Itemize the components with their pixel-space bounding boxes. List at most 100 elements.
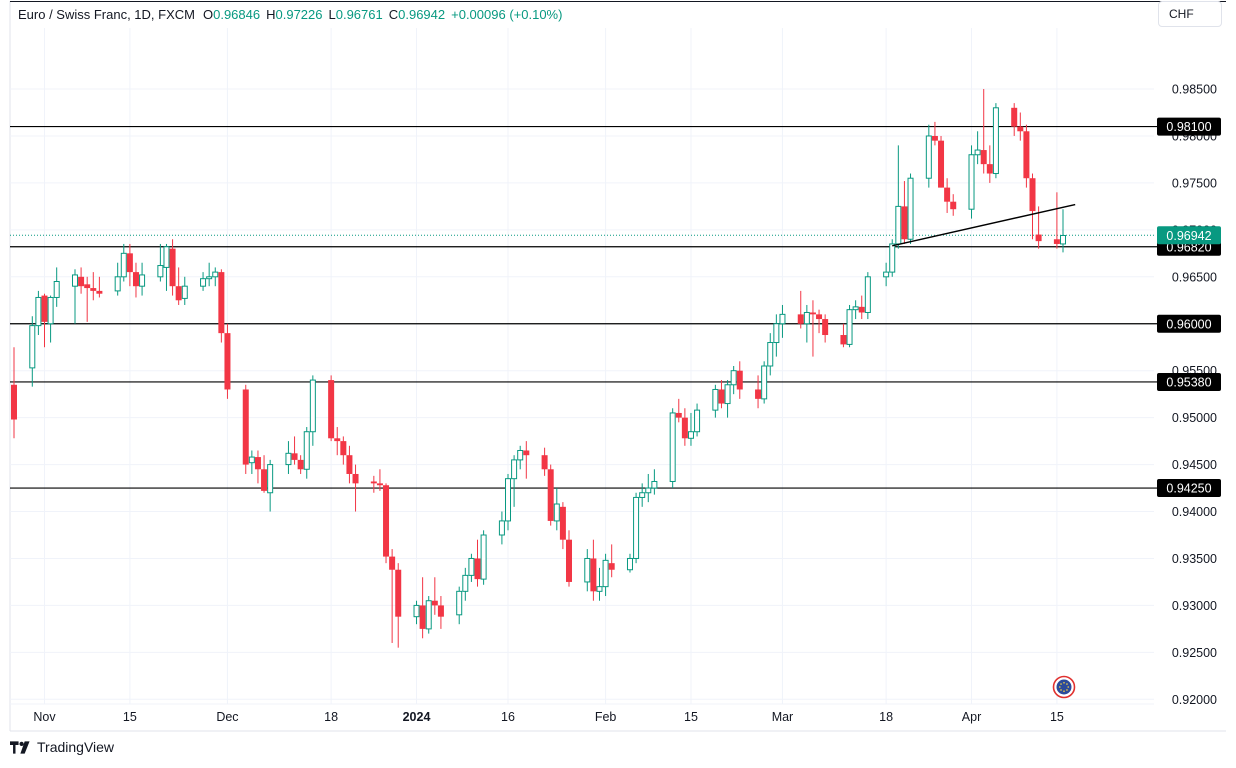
candle-body-down: [822, 319, 829, 336]
candle-body-down: [944, 187, 951, 202]
candle-body-down: [565, 539, 572, 582]
candle-body-down: [395, 569, 402, 617]
candle-body-up: [895, 205, 902, 245]
price-tick-label: 0.93000: [1172, 599, 1217, 613]
candle-body-down: [261, 469, 268, 491]
event-marker-icon[interactable]: [1052, 675, 1076, 699]
candle-body-up: [864, 276, 871, 313]
candle-body-down: [419, 605, 426, 629]
candle-body-down: [950, 201, 957, 210]
price-tick-label: 0.92500: [1172, 646, 1217, 660]
time-tick-label: 18: [324, 710, 338, 724]
candle-body-up: [505, 478, 512, 522]
candle-body-down: [340, 441, 347, 456]
candle-body-down: [431, 600, 438, 606]
candle-body-down: [11, 384, 17, 420]
candle-body-down: [980, 150, 987, 165]
candle-body-up: [468, 557, 475, 576]
time-tick-label: 15: [1050, 710, 1064, 724]
candle-body-down: [797, 314, 804, 324]
candle-body-down: [858, 306, 865, 313]
last-price-badge: [1157, 226, 1221, 245]
candle-body-down: [224, 333, 231, 390]
candle-body-down: [346, 455, 353, 474]
candle-body-up: [925, 135, 932, 179]
candle-body-down: [1023, 131, 1030, 179]
candle-body-up: [139, 274, 146, 287]
candle-body-up: [35, 296, 42, 327]
candle-body-up: [267, 464, 274, 494]
candle-body-up: [413, 604, 420, 618]
close-label: C: [388, 7, 399, 22]
candle-body-up: [883, 271, 890, 278]
candle-body-down: [523, 450, 530, 456]
time-tick-label: Feb: [595, 710, 617, 724]
time-tick-label: 16: [501, 710, 515, 724]
close-value: 0.96942: [398, 7, 446, 22]
candle-body-down: [218, 272, 225, 334]
candle-body-down: [1035, 234, 1042, 242]
level-price-badge: [1157, 117, 1221, 136]
candle-body-up: [285, 452, 292, 466]
candle-body-down: [376, 483, 383, 486]
candle-body-down: [297, 459, 304, 470]
symbol-title[interactable]: Euro / Swiss Franc, 1D, FXCM: [18, 7, 195, 22]
candle-body-down: [96, 290, 103, 294]
candle-body-up: [1060, 234, 1066, 245]
open-label: O: [202, 7, 214, 22]
candle-body-up: [462, 574, 469, 592]
tradingview-logo[interactable]: TradingView: [10, 739, 114, 755]
candle-body-up: [974, 149, 981, 156]
candle-body-up: [303, 431, 310, 470]
level-price-label: 0.95380: [1166, 375, 1211, 389]
candle-body-up: [803, 311, 810, 325]
low-value: 0.96761: [335, 7, 383, 22]
candle-body-down: [681, 417, 688, 439]
candle-body-down: [901, 206, 908, 240]
candle-body-up: [596, 586, 603, 592]
candle-body-up: [633, 496, 640, 559]
candle-body-down: [242, 389, 249, 465]
candle-body-down: [90, 288, 97, 291]
level-price-label: 0.96000: [1166, 317, 1211, 331]
currency-button[interactable]: CHF: [1158, 1, 1222, 27]
time-tick-label: Dec: [216, 710, 238, 724]
candle-body-down: [437, 605, 444, 617]
candle-body-up: [846, 309, 853, 345]
candle-body-down: [328, 380, 335, 439]
candle-body-up: [309, 379, 316, 433]
candle-body-down: [84, 284, 91, 289]
price-tick-label: 0.94000: [1172, 505, 1217, 519]
brand-name: TradingView: [37, 739, 115, 755]
candle-body-up: [730, 370, 737, 386]
candle-body-down: [1053, 239, 1060, 244]
candle-body-up: [602, 559, 609, 588]
candle-body-up: [425, 600, 432, 630]
candle-body-down: [1017, 126, 1024, 132]
candle-body-down: [175, 286, 182, 301]
candle-body-up: [71, 274, 78, 287]
candle-body-down: [1011, 107, 1018, 127]
candle-body-down: [1029, 178, 1036, 212]
candle-body-up: [157, 265, 164, 278]
candle-body-down: [755, 389, 762, 399]
candle-body-down: [474, 558, 481, 580]
candle-body-up: [29, 325, 36, 369]
candle-body-down: [547, 469, 554, 521]
level-price-label: 0.94250: [1166, 482, 1211, 496]
candle-body-up: [694, 409, 701, 433]
candle-body-up: [47, 296, 54, 325]
candle-body-down: [352, 473, 359, 484]
candle-body-up: [773, 323, 780, 344]
candle-body-up: [200, 278, 207, 287]
candle-body-down: [840, 335, 847, 345]
candle-body-down: [541, 455, 548, 470]
price-tick-label: 0.97500: [1172, 176, 1217, 190]
candle-body-down: [718, 389, 725, 404]
candle-body-down: [938, 140, 945, 188]
time-tick-label: Mar: [772, 710, 794, 724]
candle-body-down: [816, 314, 823, 320]
level-price-badge: [1157, 314, 1221, 333]
